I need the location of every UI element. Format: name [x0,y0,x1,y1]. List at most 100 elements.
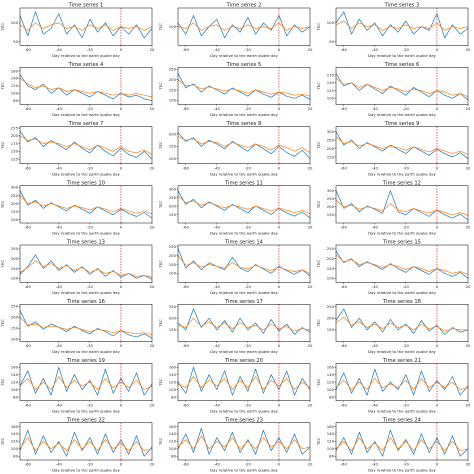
x-tick-label: -40 [56,165,63,170]
series-line-1 [335,368,469,396]
x-tick-label: 0 [436,343,439,348]
y-tick-label: 250 [169,67,177,72]
series-line-2 [19,437,153,452]
y-tick-label: 160 [169,424,177,429]
subplot-title: Time series 19 [66,358,105,364]
plot-frame [19,422,153,461]
y-tick-label: 200 [327,204,335,209]
y-axis-label: TEC [158,378,163,387]
x-tick-label: -60 [25,165,32,170]
y-tick-label: 150 [169,87,177,92]
x-tick-label: 20 [466,284,471,289]
x-tick-label: 20 [150,284,155,289]
x-tick-label: 20 [150,462,155,467]
y-tick-label: 160 [11,68,19,73]
series-line-1 [177,308,311,335]
x-tick-label: -60 [25,106,32,111]
y-axis-label: TEC [0,200,5,209]
y-tick-label: 80 [13,98,18,103]
y-tick-label: 150 [327,80,335,85]
y-tick-label: 200 [169,316,177,321]
x-tick-label: -60 [25,47,32,52]
x-tick-label: 20 [308,106,313,111]
subplot-title: Time series 14 [224,240,264,246]
y-tick-label: 140 [169,431,177,436]
y-axis-label: TEC [0,319,5,328]
series-line-2 [177,255,311,274]
x-tick-label: -60 [183,106,190,111]
plot-frame [335,185,469,224]
x-tick-label: -40 [56,225,63,230]
y-axis-label: TEC [0,378,5,387]
y-tick-label: 225 [11,125,19,130]
y-tick-label: 200 [169,203,177,208]
y-tick-label: 150 [11,149,19,154]
series-line-1 [19,310,153,339]
series-line-1 [335,250,469,279]
plot-frame [335,244,469,283]
x-tick-label: -20 [245,47,252,52]
x-axis-label: Day relative to the earth quake day [52,231,121,236]
x-tick-label: -40 [214,165,221,170]
series-line-2 [19,195,153,215]
y-tick-label: 150 [11,266,19,271]
subplot-17: Time series 17 -60 -40 -20 0 20 150 200 250 Day r… [158,299,313,354]
x-tick-label: -60 [183,284,190,289]
series-line-2 [177,317,311,332]
series-line-2 [335,316,468,332]
y-tick-label: 100 [169,98,177,103]
x-tick-label: -20 [245,284,252,289]
subplot-title: Time series 21 [382,358,421,364]
x-tick-label: 0 [278,462,281,467]
series-line-2 [177,136,311,153]
x-tick-label: -60 [183,165,190,170]
y-tick-label: 120 [169,439,177,444]
series-line-1 [19,366,153,396]
x-tick-label: 0 [278,225,281,230]
y-tick-label: 160 [11,424,19,429]
subplot-title: Time series 4 [68,62,104,68]
x-tick-label: -60 [341,165,348,170]
x-tick-label: 20 [466,402,471,407]
x-tick-label: -20 [245,462,252,467]
series-line-2 [335,200,469,217]
plot-frame [335,304,469,342]
x-tick-label: -40 [372,225,379,230]
y-tick-label: 200 [169,253,177,258]
x-tick-label: 0 [436,106,439,111]
series-line-1 [19,11,153,39]
y-tick-label: 200 [169,77,177,82]
y-tick-label: 250 [327,304,335,309]
series-line-1 [335,308,469,335]
y-tick-label: 80 [13,454,18,459]
x-tick-label: 20 [308,165,313,170]
x-tick-label: -40 [214,225,221,230]
x-tick-label: -60 [341,462,348,467]
plot-frame [177,304,311,342]
x-tick-label: -60 [25,462,32,467]
subplot-23: Time series 23 -60 -40 -20 0 20 80 100 120 140 160… [158,417,313,472]
series-line-1 [177,427,311,455]
y-axis-label: TEC [158,260,163,269]
subplot-title: Time series 13 [66,240,105,246]
y-tick-label: 100 [327,20,335,25]
subplot-title: Time series 9 [384,121,420,127]
x-tick-label: 0 [120,165,123,170]
y-tick-label: 250 [11,193,19,198]
series-line-2 [335,136,469,155]
x-axis-label: Day relative to the earth quake day [52,171,121,176]
x-tick-label: 20 [308,284,313,289]
y-tick-label: 100 [327,96,335,101]
x-axis-label: Day relative to the earth quake day [210,349,279,354]
y-axis-label: TEC [158,437,163,446]
y-tick-label: 300 [169,186,177,191]
x-tick-label: -40 [214,343,221,348]
y-tick-label: 140 [327,372,335,377]
y-tick-label: 300 [327,129,335,134]
x-tick-label: 0 [436,462,439,467]
y-tick-label: 140 [327,431,335,436]
y-tick-label: 125 [327,88,335,93]
subplot-14: Time series 14 -60 -40 -20 0 20 100 150 200 250 Da… [158,240,313,295]
y-tick-label: 100 [11,337,19,342]
